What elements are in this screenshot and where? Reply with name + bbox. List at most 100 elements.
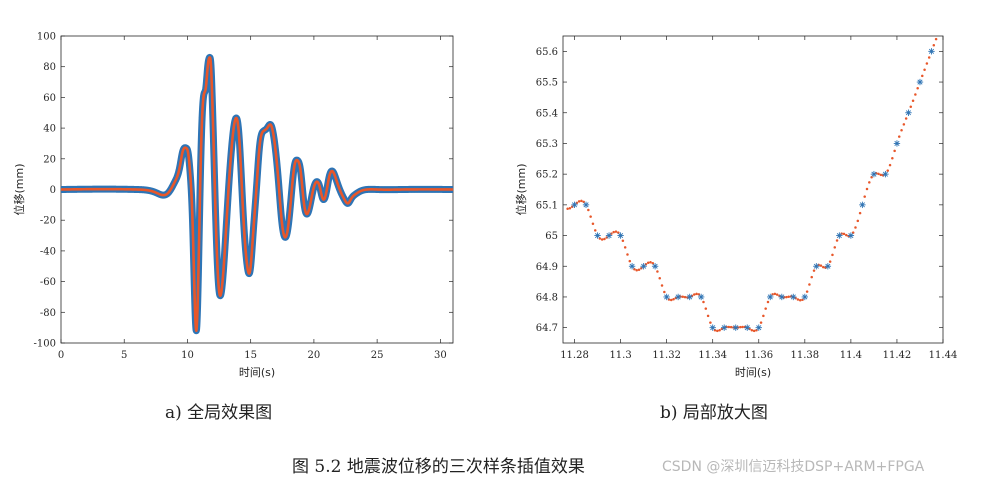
chart-b-interpolated-point [593,229,597,232]
chart-b-ytick-label: 65.4 [536,108,558,119]
chart-a-xtick-label: 0 [58,350,64,361]
chart-b-interpolated-point [796,298,800,301]
chart-b-interpolated-point [623,246,627,249]
chart-b-interpolated-point [821,265,825,269]
chart-a-xtick-label: 5 [121,350,127,361]
chart-b-ytick-label: 65.3 [536,139,558,150]
chart-b-interpolated-point [589,215,592,218]
chart-a-ytick-label: -40 [40,246,56,257]
chart-b-sample-point [790,293,797,301]
chart-b-interpolated-point [856,219,860,223]
chart-b-interpolated-point [617,231,620,234]
chart-b-ytick-label: 64.8 [536,292,558,303]
chart-b-xtick-label: 11.44 [929,350,958,361]
chart-b-interpolated-point [831,253,834,257]
chart-b-plot-frame [562,35,944,344]
chart-b-interpolated-point [870,176,873,179]
chart-b-interpolated-point [925,62,929,65]
chart-b-interpolated-point [773,292,777,296]
chart-b-interpolated-point [612,230,615,234]
chart-b-interpolated-point [764,307,767,310]
chart-b-interpolated-point [858,211,862,215]
chart-b-interpolated-point [897,135,901,138]
chart-a-xtick-label: 15 [244,350,257,361]
chart-b-sample-point [824,263,832,270]
chart-b-sample-point [801,293,809,301]
chart-a-xtick-label: 20 [308,350,321,361]
chart-b-interpolated-point [741,325,744,329]
chart-b-interpolated-point [582,200,585,204]
chart-b-interpolated-point [863,195,866,198]
chart-b-interpolated-point [621,239,625,242]
chart-b-sample-point [744,324,751,331]
chart-a-x-axis-label: 时间(s) [239,366,275,379]
chart-b-zoomed-view: 11.28 11.3 11.32 11.34 11.36 11.38 11.4 11.42 11… [514,35,958,379]
chart-b-interpolated-point [921,74,924,78]
chart-b-interpolated-point [854,226,857,229]
chart-b-interpolated-point [614,230,618,233]
chart-b-interpolated-point [681,295,685,299]
chart-b-interpolated-point [759,321,763,324]
chart-b-sample-point [778,293,785,301]
chart-a-ytick-label: -20 [40,216,56,227]
chart-b-interpolated-point [833,246,837,249]
chart-b-interpolated-point [909,105,913,109]
chart-b-interpolated-point [637,268,641,271]
chart-b-interpolated-point [798,299,802,302]
chart-b-interpolated-point [660,284,664,287]
chart-b-interpolated-point [865,187,869,191]
chart-b-sample-point [847,232,855,239]
figure-caption: 图 5.2 地震波位移的三次样条插值效果 [292,457,585,477]
chart-b-interpolated-point [704,307,708,310]
chart-b-sample-point [697,293,705,301]
chart-b-interpolated-point [702,300,705,304]
chart-b-interpolated-point [810,275,813,279]
chart-b-interpolated-point [587,208,590,212]
chart-b-interpolated-point [669,298,673,302]
chart-b-interpolated-point [879,173,883,177]
chart-b-ytick-label: 65.1 [536,200,558,211]
chart-b-interpolated-point [649,260,652,264]
chart-b-interpolated-point [695,292,698,296]
chart-a-y-axis-label: 位移(mm) [12,163,26,215]
chart-b-series-group [566,37,938,333]
chart-b-interpolated-point [577,200,581,203]
chart-b-interpolated-point [785,295,788,299]
chart-b-sample-point [571,201,578,209]
chart-a-spline-curve [61,56,453,333]
chart-b-sample-point [732,324,739,331]
chart-b-sample-point [893,140,901,147]
chart-b-interpolated-point [775,293,779,296]
chart-b-x-axis-label: 时间(s) [735,366,771,379]
chart-b-sample-point [813,263,820,270]
chart-a-xtick-label: 10 [181,350,194,361]
chart-a-plot: 0 5 10 15 20 25 30 100 80 60 40 20 0 -20 -40 -60 -80 -100… [12,32,454,379]
chart-a-ytick-label: -100 [34,339,56,350]
chart-b-sample-point [767,293,774,301]
chart-b-sample-point [663,293,670,301]
chart-b-interpolated-point [739,325,742,329]
chart-b-interpolated-point [709,321,712,324]
chart-a-ytick-label: 100 [37,32,56,43]
chart-b-sample-point [882,170,889,178]
chart-b-sample-point [651,263,659,270]
chart-b-interpolated-point [568,207,572,210]
chart-b-interpolated-point [902,123,906,126]
chart-a-ytick-label: 0 [50,185,56,196]
chart-b-xtick-label: 11.32 [652,350,681,361]
chart-b-interpolated-point [842,232,846,236]
chart-b-interpolated-point [911,99,915,102]
chart-b-interpolated-point [835,239,839,242]
chart-a-ytick-label: 80 [43,62,56,73]
chart-b-ytick-label: 64.7 [536,323,558,334]
chart-b-interpolated-point [916,87,919,90]
chart-b-interpolated-point [706,314,710,318]
chart-b-interpolated-point [729,325,733,329]
chart-b-interpolated-point [656,270,659,273]
chart-b-sample-point [640,263,647,270]
chart-b-interpolated-point [603,237,606,241]
chart-b-sample-point [870,170,878,178]
chart-b-interpolated-point [750,328,754,332]
chart-a-global-view: 0 5 10 15 20 25 30 100 80 60 40 20 0 -20 -40 -60 -80 -100… [12,32,454,379]
chart-b-interpolated-point [805,290,809,293]
